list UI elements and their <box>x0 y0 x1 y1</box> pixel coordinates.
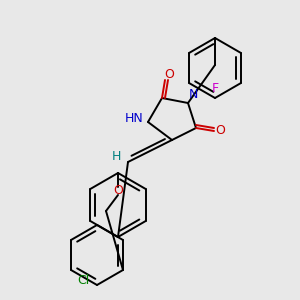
Text: O: O <box>215 124 225 137</box>
Text: O: O <box>113 184 123 197</box>
Text: Cl: Cl <box>77 274 89 286</box>
Text: F: F <box>212 82 219 94</box>
Text: HN: HN <box>124 112 143 125</box>
Text: N: N <box>188 88 198 100</box>
Text: H: H <box>111 149 121 163</box>
Text: O: O <box>164 68 174 82</box>
